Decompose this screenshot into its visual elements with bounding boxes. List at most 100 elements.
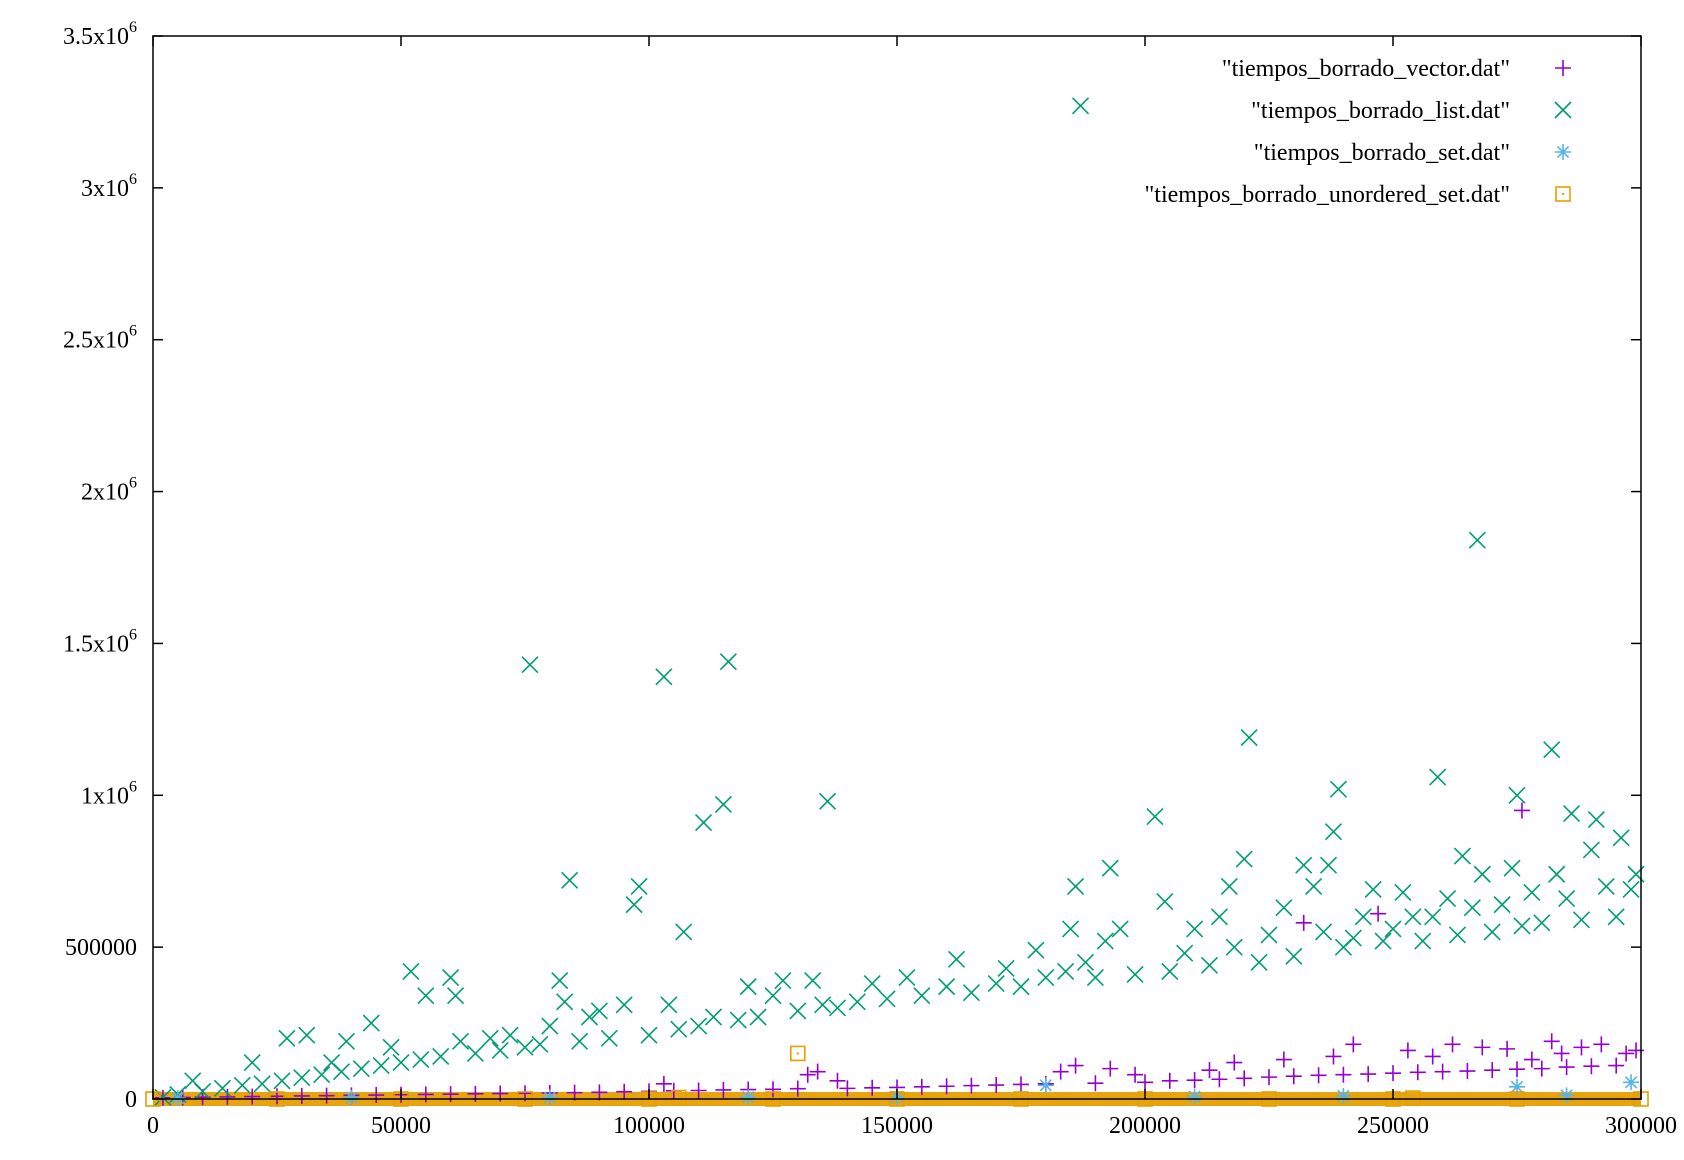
y-tick-exponent: 6 [129, 475, 137, 492]
data-point [591, 1084, 608, 1101]
data-point [1438, 889, 1457, 908]
data-point [749, 1008, 767, 1026]
data-point [1057, 962, 1075, 981]
data-point [1483, 923, 1501, 941]
data-point [615, 996, 633, 1014]
data-point [1275, 1051, 1292, 1068]
data-point [898, 968, 916, 987]
data-point [715, 1081, 732, 1098]
data-point [343, 1089, 360, 1106]
data-point [244, 1088, 261, 1105]
data-point [1062, 920, 1080, 938]
data-point [1076, 953, 1095, 971]
data-point [1558, 1059, 1575, 1076]
data-point [1597, 877, 1615, 895]
y-tick-mantissa: 3x10 [81, 176, 129, 202]
data-point [1622, 880, 1640, 899]
data-point [417, 1086, 434, 1103]
data-point [789, 1045, 806, 1062]
data-point [412, 1050, 430, 1069]
data-point [1385, 1065, 1401, 1082]
data-point [372, 1057, 390, 1075]
data-point [1137, 1074, 1153, 1091]
data-point [293, 1087, 310, 1104]
data-point [1543, 1033, 1560, 1050]
data-point [1612, 829, 1630, 847]
data-point [1156, 893, 1174, 911]
data-point [1448, 926, 1467, 944]
data-point [590, 1002, 608, 1020]
y-tick-exponent: 6 [129, 19, 137, 36]
data-point [1409, 1064, 1426, 1081]
data-point [541, 1017, 559, 1035]
data-point [719, 653, 737, 671]
data-point [616, 1083, 633, 1100]
legend-label: "tiempos_borrado_unordered_set.dat" [1145, 182, 1511, 208]
data-point [1558, 889, 1576, 908]
data-point [1027, 941, 1045, 959]
data-point [561, 871, 579, 889]
data-point [829, 1072, 846, 1089]
data-point [516, 1038, 534, 1056]
data-point [1210, 908, 1228, 926]
data-point [630, 877, 648, 895]
data-point [1562, 804, 1581, 823]
data-point [1499, 1040, 1516, 1057]
y-tick-label: 2.5x106 [63, 323, 137, 354]
legend-marker [1555, 144, 1571, 160]
data-point [298, 1026, 316, 1044]
data-point [491, 1041, 509, 1059]
data-point [556, 993, 574, 1011]
data-point [670, 1089, 687, 1106]
data-point [1087, 1075, 1104, 1092]
data-point [169, 1090, 186, 1107]
data-point [1509, 1061, 1525, 1078]
data-point [1583, 1058, 1600, 1075]
data-point [1335, 1087, 1352, 1104]
data-point [729, 1011, 747, 1029]
data-point [1543, 741, 1561, 759]
data-point [1052, 1063, 1069, 1080]
data-point [1325, 1048, 1342, 1065]
data-point [997, 959, 1015, 977]
data-point [451, 1032, 470, 1050]
legend: "tiempos_borrado_vector.dat" "tiempos_bor… [1145, 56, 1572, 208]
data-point [1101, 859, 1119, 877]
data-point [1399, 1042, 1416, 1059]
data-point [1345, 1036, 1362, 1053]
data-point [878, 990, 896, 1008]
data-point [1067, 1057, 1084, 1074]
y-tick-mantissa: 3.5x10 [63, 24, 129, 50]
data-point [1558, 1087, 1575, 1104]
data-point [690, 1017, 708, 1035]
data-point [963, 1077, 980, 1094]
data-point [392, 1053, 410, 1072]
data-point [1295, 914, 1312, 931]
data-point [789, 1002, 807, 1020]
data-point [501, 1026, 519, 1044]
y-tick-label: 500000 [65, 935, 137, 961]
data-point [1295, 856, 1313, 874]
data-point [273, 1072, 291, 1090]
data-point [1240, 729, 1258, 747]
data-point [864, 1079, 881, 1096]
data-point [714, 795, 732, 813]
data-point [670, 1020, 688, 1038]
data-point [988, 1077, 1005, 1094]
data-point [442, 968, 460, 987]
data-point [1126, 965, 1144, 984]
data-point [1463, 899, 1481, 917]
y-tick-exponent: 6 [129, 778, 137, 795]
data-point [1285, 1068, 1302, 1085]
data-point [1071, 97, 1090, 115]
data-point [446, 987, 465, 1005]
data-point [818, 792, 837, 810]
data-point [1434, 1063, 1451, 1080]
data-point [1201, 1062, 1218, 1079]
data-point [233, 1076, 251, 1094]
data-point [1468, 531, 1486, 549]
data-point [362, 1014, 380, 1032]
data-point [675, 923, 693, 941]
data-point [541, 1089, 558, 1106]
